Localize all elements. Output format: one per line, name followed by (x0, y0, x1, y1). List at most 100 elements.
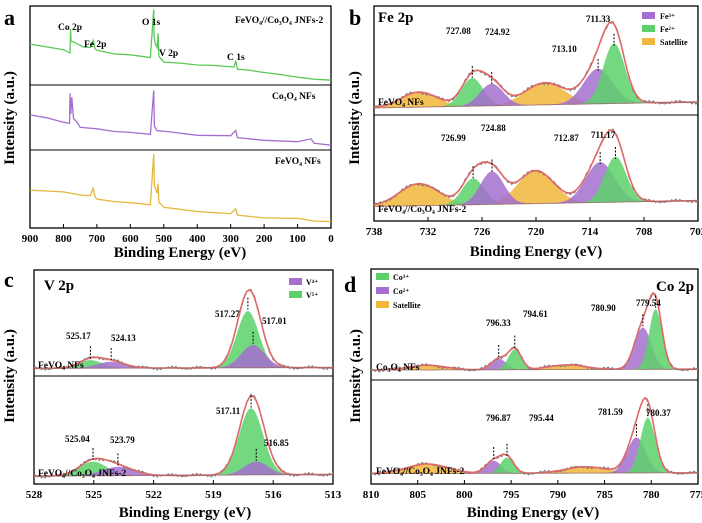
survey-series-line (29, 90, 332, 146)
panel-b-ylabel: Intensity (a.u.) (347, 71, 363, 165)
legend-swatch-satellite (376, 301, 389, 308)
peak-label-d2-4: 780.37 (646, 408, 671, 418)
legend-swatch-v4 (289, 278, 302, 285)
survey-series-line (29, 9, 332, 81)
panel-a-series3-label: FeVO₄ NFs (275, 157, 321, 167)
legend-swatch-v5 (289, 291, 302, 298)
x-tick-label: 500 (156, 233, 173, 245)
x-tick-label: 600 (122, 233, 139, 245)
fit-component (374, 43, 698, 108)
x-tick-label: 732 (420, 226, 437, 238)
panel-d: d Co 2p Intensity (a.u.) 810 805 800 795 790… (344, 268, 702, 521)
panel-b-xlabel: Binding Energy (eV) (470, 244, 603, 260)
peak-label-d1-4: 779.54 (636, 298, 661, 308)
fit-component (371, 437, 698, 474)
panel-d-sub1-label: Co₃O₄ NFs (376, 363, 420, 373)
fit-component (374, 156, 698, 207)
x-tick-label: 528 (26, 489, 43, 501)
panel-a: a Intensity (a.u.) 900 800 700 600 500 400 300… (2, 5, 334, 261)
panel-c-sub1-label: FeVO₄ NFs (38, 361, 84, 371)
legend-swatch-satellite (642, 38, 655, 45)
peak-label-b2-4: 711.17 (591, 130, 616, 140)
panel-b-sub2-label: FeVO₄//Co₃O₄ JNFs-2 (378, 205, 467, 215)
panel-d-ylabel: Intensity (a.u.) (348, 329, 364, 423)
fit-component (34, 466, 333, 477)
fit-component (34, 461, 333, 477)
panel-d-letter: d (344, 272, 356, 297)
panel-c-legend: V⁴⁺ V⁵⁺ (289, 278, 318, 300)
x-tick-label: 800 (456, 489, 473, 501)
panel-c-xlabel: Binding Energy (eV) (119, 505, 252, 521)
peak-label-b2-3: 712.87 (554, 133, 579, 143)
panel-c-letter: c (4, 267, 14, 292)
panel-d-sub2-label: FeVO₄//Co₃O₄ JNFs-2 (376, 467, 465, 477)
x-tick-label: 519 (205, 489, 222, 501)
x-tick-label: 738 (366, 226, 383, 238)
panel-b-letter: b (349, 5, 361, 30)
fit-component (371, 464, 698, 474)
x-tick-label: 785 (596, 489, 613, 501)
peak-label-c1-1: 525.17 (66, 331, 91, 341)
panel-b-plot: 738 732 726 720 714 708 702 (366, 5, 702, 238)
x-tick-label: 810 (363, 489, 380, 501)
fit-component (371, 309, 698, 371)
x-tick-label: 708 (636, 226, 653, 238)
peak-label-d1-2: 794.61 (523, 309, 548, 319)
peak-label-c2-4: 516.85 (264, 438, 289, 448)
panel-a-v2p-label: V 2p (159, 49, 178, 59)
x-tick-label: 720 (528, 226, 545, 238)
panel-a-fe2p-label: Fe 2p (84, 40, 106, 50)
legend-v5-label: V⁵⁺ (306, 291, 318, 300)
panel-c-title: V 2p (44, 278, 74, 294)
panel-b-legend: Fe³⁺ Fe²⁺ Satellite (642, 12, 688, 47)
panel-a-co2p-label: Co 2p (58, 23, 82, 33)
peak-label-b2-1: 726.99 (441, 133, 466, 143)
panel-a-plot: 900 800 700 600 500 400 300 200 100 0 (22, 5, 334, 245)
baseline (34, 367, 333, 369)
fit-component (374, 78, 698, 108)
x-tick-label: 780 (643, 489, 660, 501)
x-tick-label: 522 (145, 489, 162, 501)
panel-a-ylabel: Intensity (a.u.) (2, 71, 18, 165)
legend-satellite-label: Satellite (393, 301, 421, 310)
legend-swatch-fe3 (642, 12, 655, 19)
panel-a-series1-label: FeVO₄//Co₃O₄ JNFs-2 (235, 16, 324, 26)
peak-label-c1-3: 517.27 (215, 309, 240, 319)
survey-series-line (29, 154, 332, 223)
peak-label-b1-4: 711.33 (586, 14, 611, 24)
fit-envelope (373, 21, 698, 109)
x-tick-label: 726 (474, 226, 491, 238)
fit-envelope (371, 291, 698, 371)
x-tick-label: 805 (409, 489, 426, 501)
peak-label-c2-2: 523.79 (110, 435, 135, 445)
x-tick-label: 702 (690, 226, 702, 238)
fit-component (34, 408, 333, 477)
legend-swatch-co3 (376, 273, 389, 280)
panel-c: c V 2p Intensity (a.u.) 528 525 522 519 516 5… (2, 267, 342, 521)
legend-satellite-label: Satellite (660, 38, 688, 47)
baseline (34, 474, 334, 477)
fit-component (374, 178, 698, 207)
panel-a-xlabel: Binding Energy (eV) (114, 245, 247, 261)
peak-label-d2-2: 795.44 (529, 413, 554, 423)
fit-envelope (373, 129, 698, 206)
peak-label-c1-4: 517.01 (262, 316, 287, 326)
panel-d-legend: Co³⁺ Co²⁺ Satellite (376, 273, 421, 310)
legend-fe3-label: Fe³⁺ (660, 12, 675, 21)
peak-label-d1-1: 796.33 (486, 318, 511, 328)
peak-label-d2-3: 781.59 (598, 407, 623, 417)
baseline (371, 368, 698, 371)
x-tick-label: 775 (690, 489, 702, 501)
panel-b-sub1-label: FeVO₄ NFs (378, 98, 424, 108)
peak-label-d2-1: 796.87 (486, 413, 511, 423)
peak-label-b1-3: 713.10 (552, 44, 577, 54)
x-tick-label: 700 (89, 233, 106, 245)
panel-c-sub2-label: FeVO₄//Co₃O₄ JNFs-2 (38, 469, 127, 479)
panel-d-plot: 810 805 800 795 790 785 780 775 (363, 268, 702, 501)
legend-swatch-co2 (376, 287, 389, 294)
x-tick-label: 100 (289, 233, 306, 245)
panel-b: b Fe 2p Intensity (a.u.) 738 732 726 720 714… (347, 5, 702, 260)
panel-a-o1s-label: O 1s (142, 18, 161, 28)
panel-d-title: Co 2p (656, 279, 694, 295)
